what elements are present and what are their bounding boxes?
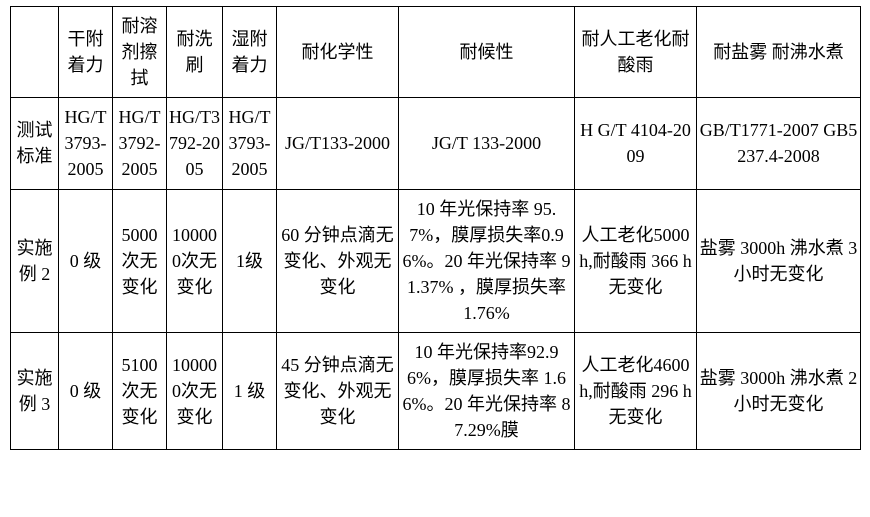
row-label: 实施例 2 [11,189,59,332]
header-c1: 干附着力 [59,7,113,98]
cell: HG/T3792-2005 [113,98,167,189]
header-blank [11,7,59,98]
header-c2: 耐溶剂擦拭 [113,7,167,98]
header-c4: 湿附着力 [223,7,277,98]
table-row: 实施例 3 0 级 5100次无变化 100000次无变化 1 级 45 分钟点… [11,333,861,450]
cell: 5000次无变化 [113,189,167,332]
header-c7: 耐人工老化耐酸雨 [575,7,697,98]
cell: GB/T1771-2007 GB5237.4-2008 [697,98,861,189]
cell: HG/T3793-2005 [59,98,113,189]
header-c8: 耐盐雾 耐沸水煮 [697,7,861,98]
cell: 60 分钟点滴无变化、外观无变化 [277,189,399,332]
spec-table: 干附着力 耐溶剂擦拭 耐洗刷 湿附着力 耐化学性 耐候性 耐人工老化耐酸雨 耐盐… [10,6,861,450]
cell: 1 级 [223,333,277,450]
cell: 100000次无变化 [167,189,223,332]
cell: 人工老化5000h,耐酸雨 366 h 无变化 [575,189,697,332]
row-label: 实施例 3 [11,333,59,450]
header-c6: 耐候性 [399,7,575,98]
row-label: 测试标准 [11,98,59,189]
header-c3: 耐洗刷 [167,7,223,98]
cell: 100000次无变化 [167,333,223,450]
cell: 10 年光保持率92.96%，膜厚损失率 1.66%。20 年光保持率 87.2… [399,333,575,450]
cell: H G/T 4104-2009 [575,98,697,189]
cell: 1级 [223,189,277,332]
table-row: 测试标准 HG/T3793-2005 HG/T3792-2005 HG/T379… [11,98,861,189]
table-row: 实施例 2 0 级 5000次无变化 100000次无变化 1级 60 分钟点滴… [11,189,861,332]
cell: JG/T 133-2000 [399,98,575,189]
header-c5: 耐化学性 [277,7,399,98]
cell: HG/T3793-2005 [223,98,277,189]
cell: 人工老化4600h,耐酸雨 296 h 无变化 [575,333,697,450]
cell: 盐雾 3000h 沸水煮 2 小时无变化 [697,333,861,450]
cell: 45 分钟点滴无变化、外观无变化 [277,333,399,450]
cell: 盐雾 3000h 沸水煮 3 小时无变化 [697,189,861,332]
cell: 0 级 [59,333,113,450]
cell: 5100次无变化 [113,333,167,450]
header-row: 干附着力 耐溶剂擦拭 耐洗刷 湿附着力 耐化学性 耐候性 耐人工老化耐酸雨 耐盐… [11,7,861,98]
cell: JG/T133-2000 [277,98,399,189]
cell: HG/T3792-2005 [167,98,223,189]
cell: 10 年光保持率 95.7%，膜厚损失率0.96%。20 年光保持率 91.37… [399,189,575,332]
cell: 0 级 [59,189,113,332]
